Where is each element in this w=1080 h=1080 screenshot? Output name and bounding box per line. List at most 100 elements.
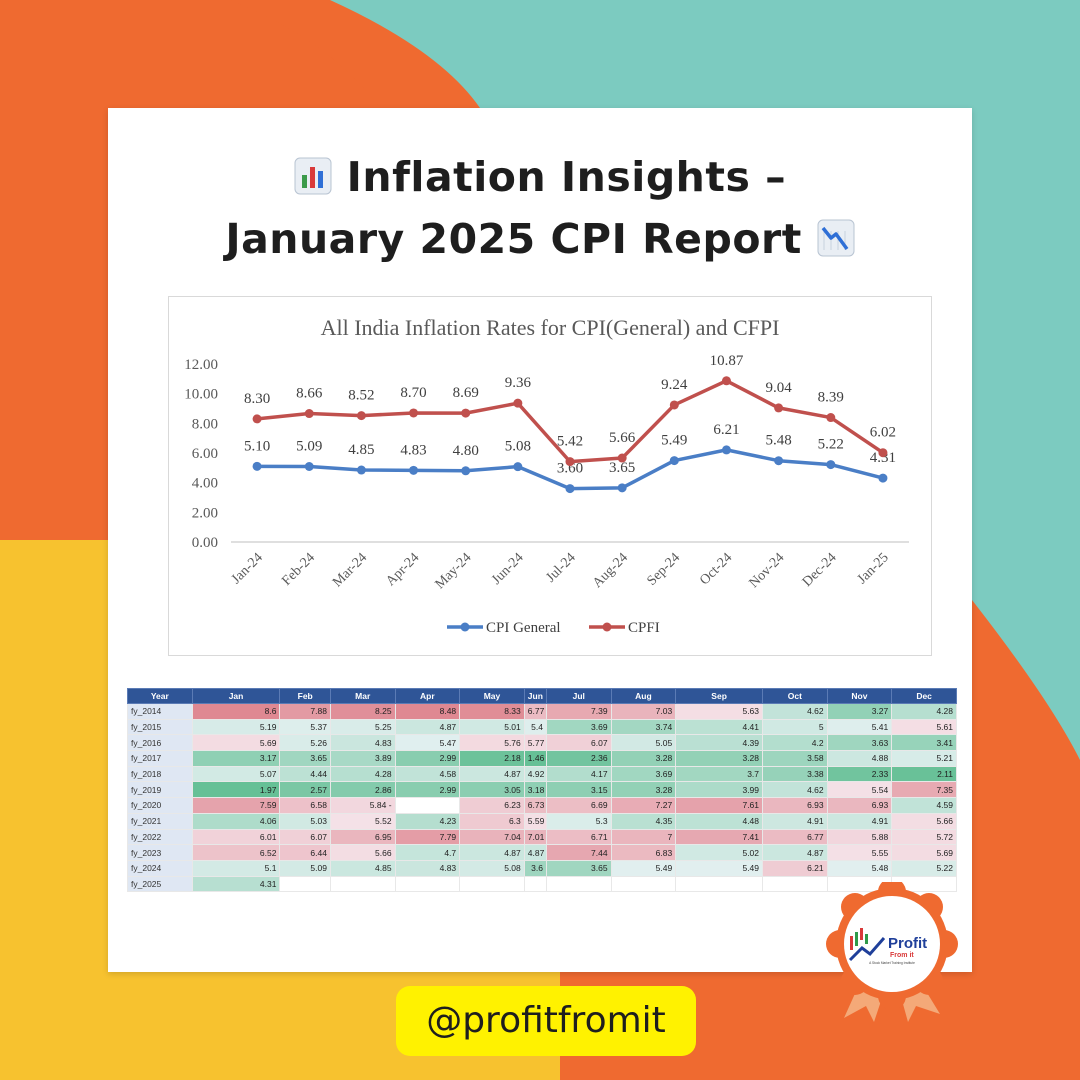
table-cell: 8.6: [191, 703, 281, 720]
x-tick-label: Sep-24: [644, 550, 683, 589]
table-cell: 5.37: [279, 718, 331, 736]
table-cell: 4.28: [329, 765, 396, 783]
logo-sub: From it: [890, 952, 914, 959]
table-cell: 5.19: [191, 718, 281, 736]
chart-title: All India Inflation Rates for CPI(Genera…: [321, 315, 780, 340]
table-cell: 3.6: [523, 859, 547, 877]
data-point: [878, 473, 888, 483]
year-cell: fy_2017: [127, 750, 193, 767]
year-cell: fy_2022: [127, 828, 193, 846]
table-row: fy_2020 7.59 6.58 5.84 - 6.23 6.73 6.69 7.27 7.6…: [127, 797, 957, 814]
table-cell: 5.05: [610, 734, 677, 752]
data-label: 9.04: [765, 380, 792, 396]
y-tick-label: 6.00: [192, 446, 218, 462]
data-label: 9.36: [505, 375, 532, 391]
x-tick-label: Jul-24: [543, 550, 578, 585]
table-cell: 5.72: [891, 828, 957, 846]
x-tick-label: Oct-24: [697, 550, 735, 588]
table-cell: 4.87: [523, 844, 547, 861]
table-cell: 5.1: [191, 859, 281, 877]
table-cell: 4.7: [394, 844, 461, 861]
y-tick-label: 4.00: [192, 476, 218, 492]
table-cell: 7.44: [545, 844, 612, 861]
table-cell: 5.4: [523, 718, 547, 736]
table-cell: 7.61: [675, 797, 764, 814]
table-cell: 7.88: [279, 703, 331, 720]
table-cell: 5.59: [523, 812, 547, 830]
table-cell: 5.54: [826, 781, 893, 799]
logo-name: Profit: [888, 935, 927, 952]
social-handle[interactable]: @profitfromit: [396, 986, 696, 1056]
table-cell: 4.28: [891, 703, 957, 720]
table-cell: 2.57: [279, 781, 331, 799]
table-cell: 3.28: [675, 750, 764, 767]
table-cell: 5.41: [826, 718, 893, 736]
table-cell: 5.03: [279, 812, 331, 830]
table-cell: [329, 875, 396, 893]
title-line-1: Inflation Insights –: [346, 153, 787, 201]
table-cell: 4.62: [762, 703, 828, 720]
table-cell: 4.87: [459, 844, 525, 861]
legend-marker-0: [460, 622, 470, 632]
table-cell: 3.7: [675, 765, 764, 783]
table-cell: 8.25: [329, 703, 396, 720]
table-cell: 5.21: [891, 750, 957, 767]
data-point: [356, 465, 366, 475]
table-cell: 3.28: [610, 750, 677, 767]
table-cell: 3.74: [610, 718, 677, 736]
table-row: fy_2025 4.31: [127, 875, 957, 893]
table-cell: 5.52: [329, 812, 396, 830]
y-tick-label: 0.00: [192, 535, 218, 551]
table-row: fy_2018 5.07 4.44 4.28 4.58 4.87 4.92 4.17 3.69 3…: [127, 765, 957, 783]
table-row: fy_2017 3.17 3.65 3.89 2.99 2.18 1.46 2.36 3.28 3…: [127, 750, 957, 767]
table-cell: 5.55: [826, 844, 893, 861]
table-cell: 6.77: [523, 703, 547, 720]
data-label: 4.80: [453, 443, 479, 459]
table-cell: 2.99: [394, 781, 461, 799]
table-cell: 6.3: [459, 812, 525, 830]
chart-decreasing-icon: [817, 219, 855, 257]
table-cell: 2.36: [545, 750, 612, 767]
data-label: 8.66: [296, 386, 323, 402]
table-cell: 3.89: [329, 750, 396, 767]
y-tick-label: 2.00: [192, 505, 218, 521]
table-cell: 3.69: [545, 718, 612, 736]
column-header: May: [459, 688, 525, 704]
table-cell: 5.66: [891, 812, 957, 830]
table-cell: 6.93: [826, 797, 893, 814]
x-tick-label: May-24: [433, 550, 475, 592]
table-cell: 6.83: [610, 844, 677, 861]
data-point: [826, 460, 836, 470]
data-label: 8.69: [453, 385, 479, 401]
table-cell: 7.03: [610, 703, 677, 720]
y-tick-label: 12.00: [184, 357, 218, 373]
data-point: [617, 453, 627, 463]
data-label: 5.08: [505, 439, 531, 455]
table-cell: 5: [762, 718, 828, 736]
data-point: [826, 413, 836, 423]
table-cell: 6.77: [762, 828, 828, 846]
data-label: 8.52: [348, 388, 374, 404]
table-cell: 1.97: [191, 781, 281, 799]
table-cell: 4.91: [826, 812, 893, 830]
data-label: 5.09: [296, 438, 322, 454]
data-point: [565, 457, 575, 467]
table-cell: 7.04: [459, 828, 525, 846]
table-cell: 6.71: [545, 828, 612, 846]
table-cell: 5.76: [459, 734, 525, 752]
data-point: [669, 456, 679, 466]
table-cell: 7.59: [191, 797, 281, 814]
table-cell: 6.95: [329, 828, 396, 846]
table-row: fy_2019 1.97 2.57 2.86 2.99 3.05 3.18 3.15 3.28 3…: [127, 781, 957, 799]
table-cell: 3.17: [191, 750, 281, 767]
table-cell: 3.58: [762, 750, 828, 767]
year-cell: fy_2015: [127, 718, 193, 736]
column-header: Jul: [545, 688, 612, 704]
table-cell: 3.38: [762, 765, 828, 783]
table-cell: 4.41: [675, 718, 764, 736]
table-cell: 3.18: [523, 781, 547, 799]
year-cell: fy_2025: [127, 875, 193, 893]
table-cell: 6.69: [545, 797, 612, 814]
table-cell: 5.47: [394, 734, 461, 752]
data-point: [565, 484, 575, 494]
